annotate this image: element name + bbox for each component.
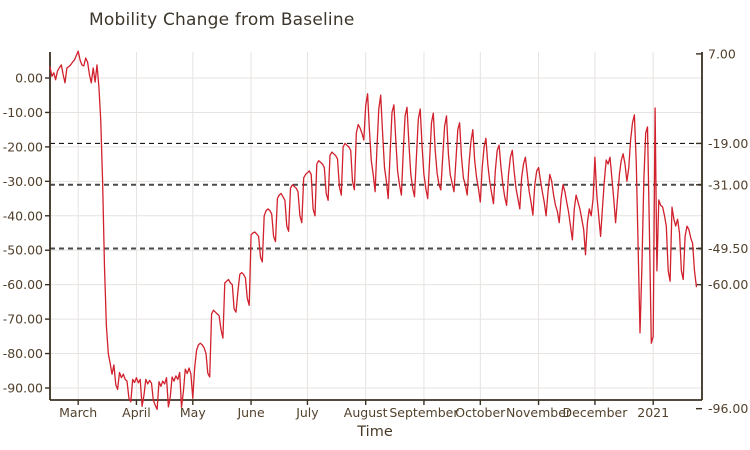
y-right-tick-label: -60.00 xyxy=(708,277,748,292)
y-right-tick-label: -49.50 xyxy=(708,241,748,256)
x-tick-label: 2021 xyxy=(637,405,669,420)
x-tick-label: July xyxy=(295,405,319,420)
x-tick-label: August xyxy=(344,405,388,420)
y-left-tick-label: -90.00 xyxy=(3,380,43,395)
x-tick-label: June xyxy=(236,405,265,420)
y-left-tick-label: -20.00 xyxy=(3,139,43,154)
y-right-tick-label: -31.00 xyxy=(708,177,748,192)
x-tick-label: November xyxy=(506,405,572,420)
y-right-tick-label: -19.00 xyxy=(708,136,748,151)
chart-title: Mobility Change from Baseline xyxy=(89,10,355,30)
y-left-tick-label: 0.00 xyxy=(15,71,43,86)
y-left-tick-label: -70.00 xyxy=(3,312,43,327)
x-tick-label: December xyxy=(563,405,629,420)
x-axis-title: Time xyxy=(357,424,393,440)
mobility-line xyxy=(49,50,698,411)
y-right-tick-label: 7.00 xyxy=(708,46,736,61)
y-left-tick-label: -40.00 xyxy=(3,208,43,223)
y-left-tick-label: -30.00 xyxy=(3,174,43,189)
x-tick-label: March xyxy=(59,405,97,420)
y-left-tick-label: -10.00 xyxy=(3,105,43,120)
y-left-tick-label: -50.00 xyxy=(3,243,43,258)
x-tick-label: May xyxy=(180,405,206,420)
y-right-tick-label: -96.00 xyxy=(708,401,748,416)
x-tick-label: October xyxy=(455,405,506,420)
x-tick-label: April xyxy=(122,405,151,420)
y-left-tick-label: -80.00 xyxy=(3,346,43,361)
y-left-tick-label: -60.00 xyxy=(3,277,43,292)
x-tick-label: September xyxy=(389,405,459,420)
